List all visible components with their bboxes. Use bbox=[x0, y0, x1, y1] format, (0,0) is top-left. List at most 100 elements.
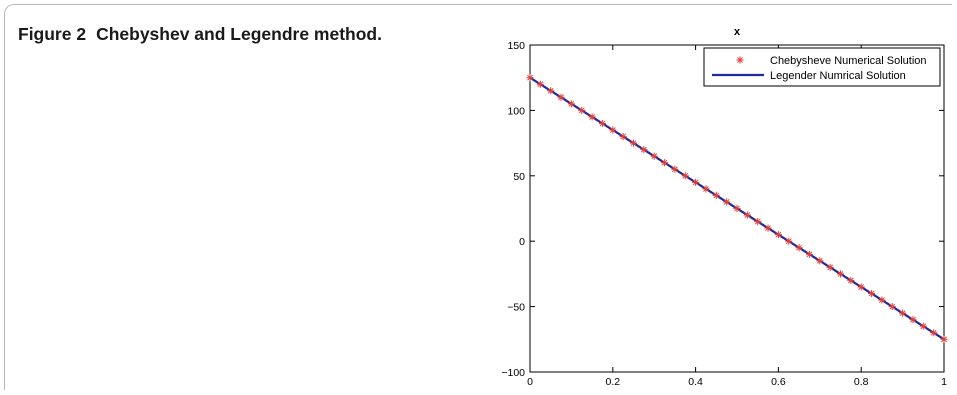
chebyshev-point bbox=[919, 322, 927, 330]
chebyshev-point bbox=[619, 132, 627, 141]
chebyshev-point-stroke bbox=[609, 127, 616, 133]
chebyshev-point-stroke bbox=[537, 81, 544, 88]
chebyshev-point-stroke bbox=[589, 114, 595, 120]
chebyshev-point-stroke bbox=[785, 238, 792, 245]
chebyshev-point bbox=[702, 185, 710, 193]
figure-frame bbox=[4, 4, 952, 390]
chebyshev-point bbox=[826, 263, 834, 271]
chebyshev-point-stroke bbox=[765, 225, 771, 232]
chebyshev-point bbox=[940, 335, 948, 343]
chebyshev-point bbox=[650, 152, 658, 160]
chebyshev-point bbox=[660, 159, 669, 167]
chebyshev-point bbox=[836, 270, 845, 278]
y-tick-label: 150 bbox=[507, 40, 525, 52]
chebyshev-point-stroke bbox=[796, 244, 802, 251]
chebyshev-point bbox=[733, 204, 741, 213]
chebyshev-point bbox=[785, 237, 793, 245]
series-layer bbox=[526, 74, 948, 343]
chebyshev-point-stroke bbox=[692, 179, 699, 186]
chebyshev-point bbox=[578, 106, 586, 114]
chebyshev-point bbox=[774, 231, 782, 239]
chebyshev-point-stroke bbox=[568, 100, 575, 107]
chart-title: x bbox=[734, 26, 741, 38]
chebyshev-point-stroke bbox=[941, 336, 947, 343]
chebyshev-point-stroke bbox=[910, 316, 916, 323]
chebyshev-point bbox=[764, 224, 772, 232]
chebyshev-point-stroke bbox=[723, 199, 730, 205]
chebyshev-point-stroke bbox=[703, 185, 709, 192]
legend: Chebysheve Numerical Solution Legender Nu… bbox=[703, 47, 941, 87]
chebyshev-point-stroke bbox=[775, 231, 782, 238]
y-tick-label: 50 bbox=[513, 171, 525, 183]
legend-marker-stroke bbox=[737, 57, 743, 63]
chebyshev-point bbox=[557, 93, 565, 101]
chebyshev-point-stroke bbox=[672, 166, 678, 173]
chebyshev-point-stroke bbox=[827, 264, 834, 271]
chebyshev-point-stroke bbox=[661, 159, 668, 166]
chebyshev-point-stroke bbox=[889, 303, 896, 310]
chebyshev-point-stroke bbox=[816, 257, 823, 264]
chebyshev-point bbox=[567, 100, 575, 108]
chebyshev-point bbox=[712, 191, 720, 200]
chebyshev-point bbox=[723, 198, 731, 206]
chebyshev-point-stroke bbox=[682, 172, 689, 179]
chebyshev-point bbox=[640, 146, 648, 154]
chebyshev-point bbox=[816, 257, 824, 265]
chebyshev-point-stroke bbox=[640, 146, 647, 153]
chebyshev-point bbox=[878, 296, 886, 304]
chebyshev-point bbox=[899, 309, 907, 317]
chebyshev-point-stroke bbox=[858, 284, 865, 290]
chebyshev-point bbox=[692, 178, 700, 186]
legend-marker-chebyshev bbox=[736, 56, 744, 64]
chebyshev-point bbox=[754, 217, 762, 226]
x-tick-label: 0.8 bbox=[854, 376, 869, 388]
chebyshev-point bbox=[888, 303, 896, 311]
chebyshev-point bbox=[681, 172, 689, 180]
chebyshev-point-stroke bbox=[744, 212, 751, 218]
x-tick-label: 0.6 bbox=[771, 376, 786, 388]
chebyshev-point-stroke bbox=[899, 310, 906, 317]
chebyshev-point-stroke bbox=[527, 74, 533, 81]
legend-label-chebyshev: Chebysheve Numerical Solution bbox=[770, 55, 927, 67]
chebyshev-point-stroke bbox=[806, 251, 813, 258]
chebyshev-point bbox=[588, 113, 596, 121]
chebyshev-point bbox=[847, 276, 855, 285]
chebyshev-point-stroke bbox=[930, 329, 937, 336]
chebyshev-point-stroke bbox=[547, 87, 554, 94]
chebyshev-point bbox=[909, 316, 917, 324]
chebyshev-point bbox=[671, 165, 679, 173]
chebyshev-point-stroke bbox=[713, 192, 720, 199]
chebyshev-point bbox=[795, 244, 803, 252]
chebyshev-point bbox=[547, 87, 555, 95]
chebyshev-point-stroke bbox=[847, 277, 854, 284]
x-tick-label: 0 bbox=[527, 376, 533, 388]
chebyshev-point-stroke bbox=[558, 94, 564, 101]
legend-label-legender: Legender Numrical Solution bbox=[770, 70, 906, 82]
y-tick-label: −100 bbox=[501, 367, 525, 379]
chebyshev-point bbox=[629, 139, 638, 147]
chebyshev-point-stroke bbox=[578, 107, 585, 114]
figure-caption: Figure 2 Chebyshev and Legendre method. bbox=[18, 24, 382, 45]
x-tick-label: 0.2 bbox=[605, 376, 620, 388]
x-tick-label: 0.4 bbox=[688, 376, 703, 388]
chebyshev-point bbox=[867, 289, 876, 298]
chebyshev-point bbox=[536, 80, 544, 88]
chebyshev-point-stroke bbox=[630, 140, 637, 146]
y-tick-label: 100 bbox=[507, 105, 525, 117]
chebyshev-point bbox=[598, 119, 607, 128]
y-tick-label: −50 bbox=[507, 302, 525, 314]
chebyshev-point bbox=[805, 250, 814, 258]
chebyshev-point bbox=[743, 211, 751, 219]
axes: 0 0.2 0.4 0.6 0.8 1 −100 −50 0 50 100 150 bbox=[501, 40, 947, 388]
chebyshev-point bbox=[526, 74, 534, 82]
chebyshev-point bbox=[609, 126, 617, 134]
y-tick-label: 0 bbox=[519, 236, 525, 248]
legend-box bbox=[703, 47, 941, 87]
chebyshev-point-stroke bbox=[837, 271, 844, 277]
chebyshev-point-stroke bbox=[879, 297, 885, 303]
chebyshev-point-stroke bbox=[920, 323, 927, 330]
chebyshev-point-stroke bbox=[651, 153, 658, 160]
x-tick-label: 1 bbox=[941, 376, 947, 388]
chebyshev-point bbox=[857, 283, 865, 291]
chebyshev-point bbox=[930, 329, 938, 337]
